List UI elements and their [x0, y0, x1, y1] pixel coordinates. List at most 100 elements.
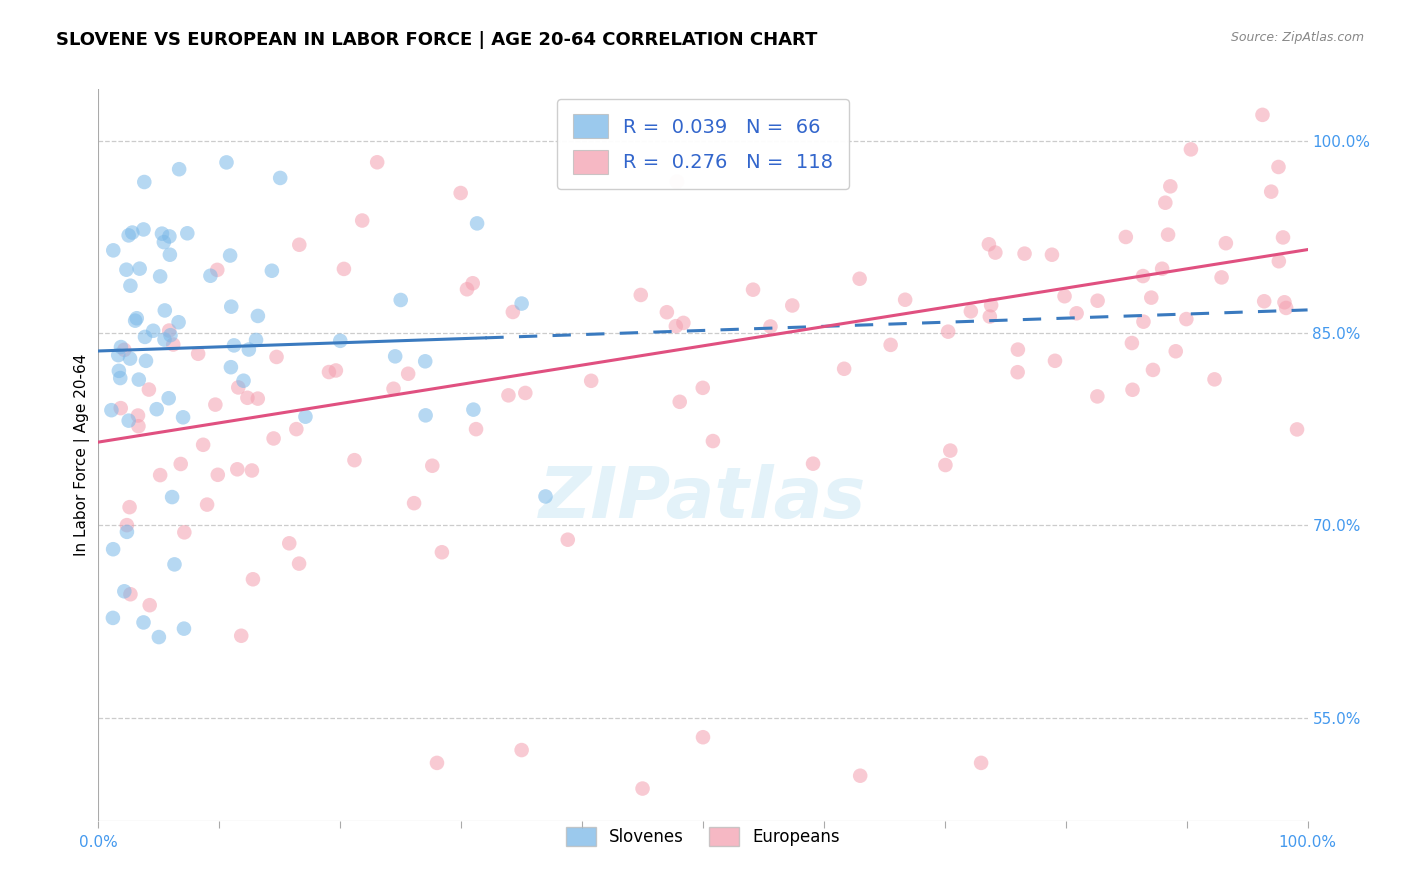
- Point: [110, 401, 132, 416]
- Point: [1253, 294, 1275, 309]
- Point: [742, 283, 765, 297]
- Point: [121, 226, 143, 240]
- Point: [366, 155, 388, 169]
- Point: [384, 349, 406, 363]
- Point: [1154, 195, 1177, 210]
- Point: [665, 319, 688, 334]
- Point: [396, 367, 419, 381]
- Point: [222, 338, 245, 352]
- Point: [172, 410, 194, 425]
- Point: [231, 629, 253, 643]
- Point: [1132, 268, 1154, 283]
- Point: [318, 365, 340, 379]
- Point: [879, 338, 901, 352]
- Point: [149, 269, 172, 284]
- Point: [266, 350, 288, 364]
- Point: [167, 315, 190, 329]
- Legend: Slovenes, Europeans: Slovenes, Europeans: [560, 820, 846, 853]
- Point: [159, 248, 181, 262]
- Point: [1132, 315, 1154, 329]
- Point: [1157, 227, 1180, 242]
- Point: [655, 305, 678, 319]
- Point: [343, 453, 366, 467]
- Point: [226, 462, 249, 476]
- Point: [1087, 293, 1109, 308]
- Point: [115, 524, 138, 539]
- Point: [759, 319, 782, 334]
- Point: [176, 227, 198, 241]
- Point: [413, 354, 436, 368]
- Point: [132, 615, 155, 630]
- Point: [110, 340, 132, 354]
- Point: [148, 630, 170, 644]
- Point: [1152, 261, 1174, 276]
- Point: [135, 354, 157, 368]
- Point: [153, 303, 176, 318]
- Point: [1007, 343, 1029, 357]
- Point: [801, 457, 824, 471]
- Point: [1268, 254, 1291, 268]
- Point: [195, 498, 218, 512]
- Point: [534, 490, 557, 504]
- Point: [1121, 383, 1143, 397]
- Point: [142, 324, 165, 338]
- Point: [1274, 295, 1296, 310]
- Point: [1272, 230, 1295, 244]
- Point: [153, 235, 176, 249]
- Point: [100, 403, 122, 417]
- Point: [103, 244, 125, 258]
- Point: [269, 170, 291, 185]
- Point: [702, 434, 724, 448]
- Point: [404, 496, 426, 510]
- Point: [118, 500, 141, 515]
- Point: [170, 457, 193, 471]
- Point: [145, 402, 167, 417]
- Point: [288, 237, 311, 252]
- Point: [939, 443, 962, 458]
- Point: [207, 467, 229, 482]
- Point: [159, 328, 181, 343]
- Point: [127, 409, 149, 423]
- Point: [1251, 108, 1274, 122]
- Point: [960, 304, 983, 318]
- Point: [118, 351, 141, 366]
- Point: [242, 572, 264, 586]
- Point: [333, 261, 356, 276]
- Point: [219, 360, 242, 375]
- Point: [124, 313, 146, 327]
- Point: [115, 518, 138, 533]
- Point: [1043, 353, 1066, 368]
- Point: [465, 216, 488, 230]
- Point: [134, 175, 156, 189]
- Point: [1007, 365, 1029, 379]
- Point: [668, 394, 690, 409]
- Text: SLOVENE VS EUROPEAN IN LABOR FORCE | AGE 20-64 CORRELATION CHART: SLOVENE VS EUROPEAN IN LABOR FORCE | AGE…: [56, 31, 818, 49]
- Point: [848, 272, 870, 286]
- Point: [1159, 179, 1181, 194]
- Point: [832, 361, 855, 376]
- Point: [162, 337, 184, 351]
- Point: [1115, 230, 1137, 244]
- Point: [1040, 248, 1063, 262]
- Point: [120, 587, 142, 601]
- Point: [160, 490, 183, 504]
- Point: [1267, 160, 1289, 174]
- Point: [108, 364, 131, 378]
- Point: [936, 325, 959, 339]
- Point: [1121, 336, 1143, 351]
- Point: [934, 458, 956, 472]
- Point: [110, 371, 132, 385]
- Point: [502, 305, 524, 319]
- Point: [692, 730, 714, 744]
- Point: [1180, 142, 1202, 156]
- Text: ZIPatlas: ZIPatlas: [540, 465, 866, 533]
- Point: [1215, 236, 1237, 251]
- Point: [238, 343, 260, 357]
- Point: [157, 229, 180, 244]
- Point: [127, 419, 149, 434]
- Point: [780, 298, 803, 312]
- Point: [240, 463, 263, 477]
- Point: [1142, 363, 1164, 377]
- Point: [163, 558, 186, 572]
- Point: [115, 262, 138, 277]
